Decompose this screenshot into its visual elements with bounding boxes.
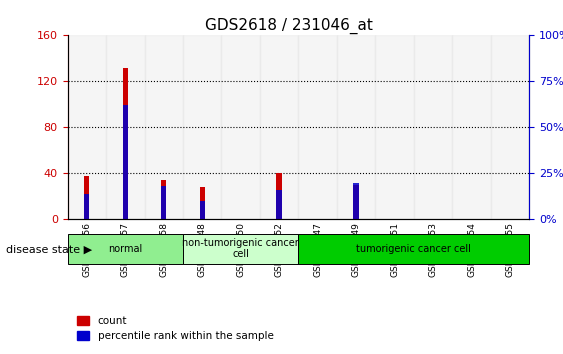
Bar xyxy=(161,181,167,219)
FancyBboxPatch shape xyxy=(298,234,529,264)
Bar xyxy=(84,194,90,219)
Bar xyxy=(260,35,298,219)
Legend: count, percentile rank within the sample: count, percentile rank within the sample xyxy=(73,312,278,345)
Text: normal: normal xyxy=(108,244,142,254)
Bar xyxy=(376,35,414,219)
Bar xyxy=(491,35,529,219)
FancyBboxPatch shape xyxy=(183,234,298,264)
Text: non-tumorigenic cancer
cell: non-tumorigenic cancer cell xyxy=(182,238,299,259)
Bar xyxy=(414,35,452,219)
Bar xyxy=(199,201,205,219)
Text: tumorigenic cancer cell: tumorigenic cancer cell xyxy=(356,244,471,254)
Bar xyxy=(145,35,183,219)
Bar xyxy=(161,186,167,219)
Bar xyxy=(183,35,221,219)
Bar xyxy=(84,176,90,219)
Bar xyxy=(337,35,376,219)
Bar xyxy=(106,35,145,219)
Bar xyxy=(452,35,491,219)
Title: GDS2618 / 231046_at: GDS2618 / 231046_at xyxy=(205,18,373,34)
Bar xyxy=(276,173,282,219)
Bar xyxy=(199,187,205,219)
Bar xyxy=(68,35,106,219)
Bar xyxy=(354,185,359,219)
Bar xyxy=(123,105,128,219)
Bar xyxy=(354,183,359,219)
Bar xyxy=(298,35,337,219)
Bar xyxy=(276,190,282,219)
Bar xyxy=(123,68,128,219)
FancyBboxPatch shape xyxy=(68,234,183,264)
Text: disease state ▶: disease state ▶ xyxy=(6,245,92,255)
Bar xyxy=(221,35,260,219)
